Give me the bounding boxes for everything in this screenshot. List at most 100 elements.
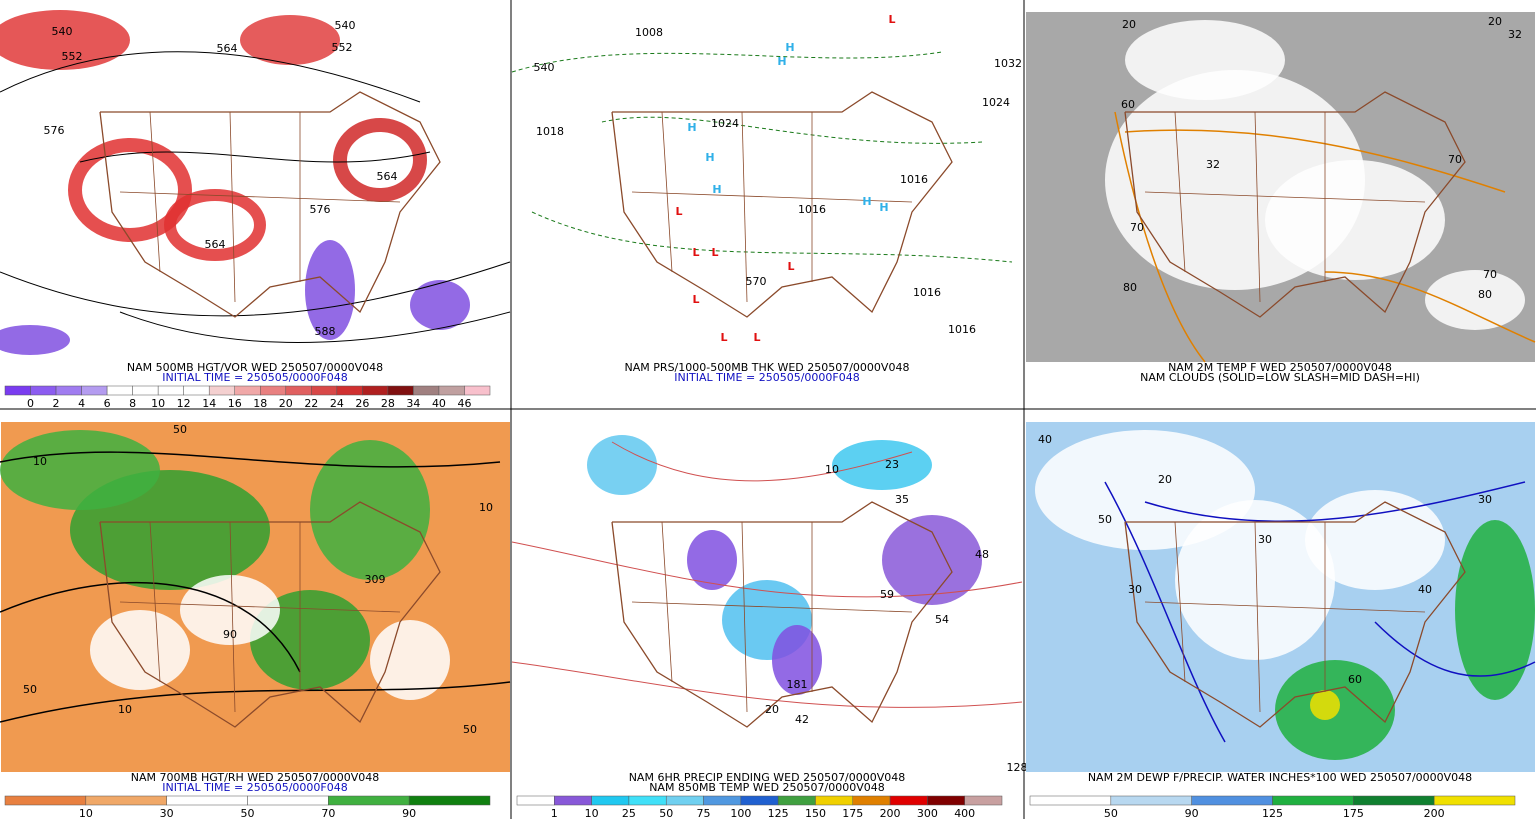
colorbar-label: 10 xyxy=(151,397,165,410)
colorbar-swatch xyxy=(1353,795,1435,806)
colorbar-label: 46 xyxy=(457,397,471,410)
colorbar-label: 125 xyxy=(1262,807,1283,819)
colorbar-label: 100 xyxy=(730,807,751,819)
colorbar-swatch xyxy=(815,795,854,806)
colorbar-swatch xyxy=(208,385,235,396)
contour-label: 50 xyxy=(23,683,37,696)
colorbar-swatch xyxy=(516,795,555,806)
state-line xyxy=(149,111,161,273)
panel: 10 50 10 309 90 50 10 50 NAM 700MB HGT/RH WED 25… xyxy=(0,422,511,819)
caption: INITIAL TIME = 250505/0000F048 xyxy=(162,371,347,384)
coastline xyxy=(1124,91,1466,318)
state-line xyxy=(661,521,673,683)
field-shading xyxy=(772,625,822,695)
contour-label: 588 xyxy=(315,325,336,338)
field-shading xyxy=(587,435,657,495)
colorbar-label: 200 xyxy=(1424,807,1445,819)
colorbar-label: 18 xyxy=(253,397,267,410)
colorbar-swatch xyxy=(1433,795,1516,806)
colorbar-swatch xyxy=(408,795,491,806)
pressure-center: L xyxy=(711,246,718,259)
contour-label: 1032 xyxy=(994,57,1022,70)
field-shading xyxy=(0,430,160,510)
state-line xyxy=(119,601,401,613)
contour-label: 54 xyxy=(935,613,949,626)
colorbar-label: 24 xyxy=(330,397,344,410)
colorbar-swatch xyxy=(166,795,248,806)
state-line xyxy=(741,111,748,303)
colorbar-label: 175 xyxy=(842,807,863,819)
state-line xyxy=(229,111,236,303)
field-shading xyxy=(0,325,70,355)
pressure-center: L xyxy=(787,260,794,273)
colorbar-swatch xyxy=(285,385,312,396)
colorbar-swatch xyxy=(665,795,704,806)
field-shading xyxy=(370,620,450,700)
caption: NAM 500MB HGT/VOR WED 250507/0000V048 xyxy=(127,361,383,374)
colorbar-label: 12 xyxy=(177,397,191,410)
field-shading xyxy=(1265,160,1445,280)
contour-label: 1024 xyxy=(711,117,739,130)
colorbar-swatch xyxy=(554,795,592,806)
state-line xyxy=(1254,111,1261,303)
contour xyxy=(1124,129,1506,193)
contour-label: 10 xyxy=(479,501,493,514)
colorbar-label: 6 xyxy=(104,397,111,410)
map-background xyxy=(513,12,1022,362)
colorbar-swatch xyxy=(328,795,410,806)
colorbar-swatch xyxy=(777,795,816,806)
colorbar-swatch xyxy=(1191,795,1273,806)
colorbar-label: 0 xyxy=(27,397,34,410)
colorbar-label: 50 xyxy=(241,807,255,819)
field-shading xyxy=(68,138,192,242)
contour xyxy=(119,311,511,343)
panel: 540 552 564 576 540 552 564 576 564 588 NAM 500MB … xyxy=(0,10,511,410)
contour-label: 564 xyxy=(377,170,398,183)
state-line xyxy=(1144,601,1426,613)
colorbar-label: 75 xyxy=(697,807,711,819)
contour-label: 35 xyxy=(895,493,909,506)
contour-label: 90 xyxy=(223,628,237,641)
state-line xyxy=(631,601,913,613)
field-shading xyxy=(0,10,130,70)
colorbar-swatch xyxy=(387,385,414,396)
colorbar-label: 25 xyxy=(622,807,636,819)
contour xyxy=(79,151,431,163)
state-line xyxy=(661,111,673,273)
state-line xyxy=(149,521,161,683)
caption: NAM 6HR PRECIP ENDING WED 250507/0000V04… xyxy=(629,771,906,784)
colorbar-label: 300 xyxy=(917,807,938,819)
contour-label: 1018 xyxy=(536,125,564,138)
contour-label: 10 xyxy=(118,703,132,716)
caption: INITIAL TIME = 250505/0000F048 xyxy=(674,371,859,384)
panel: 40 50 30 20 30 60 40 30 NAM 2M DEWP F/PRECIP. WA… xyxy=(1026,422,1536,819)
contour xyxy=(0,581,301,673)
pressure-center: H xyxy=(785,41,794,54)
state-line xyxy=(1174,111,1186,273)
field-shading xyxy=(1310,690,1340,720)
contour-label: 32 xyxy=(1508,28,1522,41)
contour-label: 128 xyxy=(1007,761,1028,774)
colorbar-label: 26 xyxy=(355,397,369,410)
colorbar-swatch xyxy=(362,385,389,396)
contour-label: 1016 xyxy=(900,173,928,186)
colorbar-swatch xyxy=(964,795,1003,806)
colorbar-label: 200 xyxy=(880,807,901,819)
pressure-center: H xyxy=(862,195,871,208)
panel: 10 23 35 48 59 54 181 42 128 20 NAM 6HR PRECIP END… xyxy=(511,422,1028,819)
coastline xyxy=(611,501,953,728)
colorbar-label: 10 xyxy=(79,807,93,819)
colorbar-swatch xyxy=(81,385,108,396)
contour-label: 540 xyxy=(52,25,73,38)
contour-label: 564 xyxy=(217,42,238,55)
colorbar-swatch xyxy=(4,795,87,806)
colorbar-swatch xyxy=(628,795,667,806)
contour-label: 552 xyxy=(332,41,353,54)
contour-label: 50 xyxy=(173,423,187,436)
state-line xyxy=(1144,191,1426,203)
pressure-center: L xyxy=(692,246,699,259)
pressure-center: L xyxy=(720,331,727,344)
contour-label: 1016 xyxy=(913,286,941,299)
